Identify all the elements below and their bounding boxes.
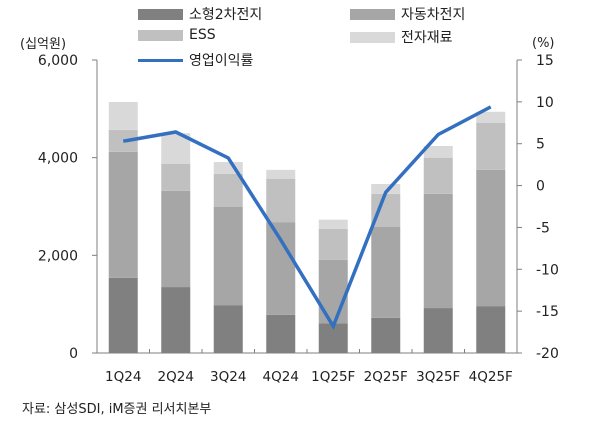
- bar-segment: [161, 287, 191, 353]
- left-tick-label: 0: [69, 346, 78, 362]
- bar-segment: [423, 145, 453, 158]
- bar-segment: [213, 173, 243, 207]
- bar-segment: [476, 306, 506, 353]
- legend-label: ESS: [189, 27, 216, 43]
- legend-item-auto-battery: 자동차전지: [350, 4, 465, 24]
- bar-segment: [318, 228, 348, 260]
- right-axis-unit: (%): [532, 36, 555, 51]
- bar-segment: [476, 169, 506, 307]
- bar-segment: [213, 305, 243, 353]
- category-label: 4Q25F: [469, 369, 513, 385]
- category-label: 2Q25F: [364, 369, 408, 385]
- operating-margin-line: [122, 105, 492, 331]
- legend-swatch: [350, 8, 395, 20]
- legend-item-operating-margin: 영업이익률: [138, 50, 253, 70]
- bar-stack: [318, 219, 348, 353]
- bar-segment: [318, 259, 348, 324]
- bar-segment: [266, 314, 296, 353]
- bar-segment: [476, 122, 506, 170]
- bar-segment: [161, 164, 191, 191]
- left-tick-label: 6,000: [38, 53, 78, 69]
- bar-segment: [266, 169, 296, 179]
- bar-segment: [266, 222, 296, 315]
- right-tick-label: -10: [536, 262, 559, 278]
- bar-stack: [161, 133, 191, 353]
- bar-segment: [108, 101, 138, 130]
- legend-line-swatch: [138, 58, 183, 62]
- bar-stack: [371, 184, 401, 353]
- legend-swatch: [138, 8, 183, 20]
- right-tick-label: -5: [536, 220, 550, 236]
- right-tick-label: 5: [536, 137, 545, 153]
- category-label: 3Q24: [210, 369, 246, 385]
- category-label: 1Q24: [105, 369, 141, 385]
- bar-segment: [371, 317, 401, 353]
- source-note: 자료: 삼성SDI, iM증권 리서치본부: [22, 402, 212, 417]
- legend-item-ess: ESS: [138, 27, 216, 43]
- bar-segment: [318, 219, 348, 229]
- bar-segment: [266, 178, 296, 223]
- left-axis-unit: (십억원): [20, 37, 67, 52]
- left-tick-label: 4,000: [38, 151, 78, 167]
- right-tick-label: 15: [536, 53, 554, 69]
- bar-stack: [423, 145, 453, 353]
- bar-segment: [161, 190, 191, 288]
- left-tick-label: 2,000: [38, 248, 78, 264]
- legend-swatch: [350, 31, 395, 43]
- bar-segment: [476, 111, 506, 123]
- category-label: 4Q24: [263, 369, 299, 385]
- bar-segment: [423, 157, 453, 194]
- right-tick-label: 10: [536, 95, 554, 111]
- legend-label: 자동차전지: [401, 7, 466, 23]
- category-label: 1Q25F: [311, 369, 355, 385]
- legend-item-small-battery: 소형2차전지: [138, 4, 262, 24]
- bar-segment: [371, 227, 401, 318]
- bar-segment: [423, 308, 453, 353]
- bar-stack: [108, 101, 138, 353]
- right-tick-label: -20: [536, 346, 559, 362]
- legend-swatch: [138, 29, 183, 41]
- legend-label: 소형2차전지: [189, 7, 263, 23]
- bar-stack: [213, 162, 243, 353]
- bar-segment: [108, 151, 138, 278]
- bar-segment: [108, 277, 138, 353]
- bar-stack: [476, 111, 506, 353]
- category-label: 2Q24: [158, 369, 194, 385]
- legend-item-electronic-materials: 전자재료: [350, 27, 453, 47]
- legend-label: 전자재료: [401, 30, 453, 46]
- bar-segment: [371, 184, 401, 194]
- right-tick-label: -15: [536, 304, 559, 320]
- bar-segment: [423, 193, 453, 309]
- bar-stack: [266, 169, 296, 353]
- right-tick-label: 0: [536, 179, 545, 195]
- bar-segment: [213, 206, 243, 306]
- category-label: 3Q25F: [416, 369, 460, 385]
- legend-label: 영업이익률: [189, 53, 254, 69]
- bar-segment: [213, 162, 243, 174]
